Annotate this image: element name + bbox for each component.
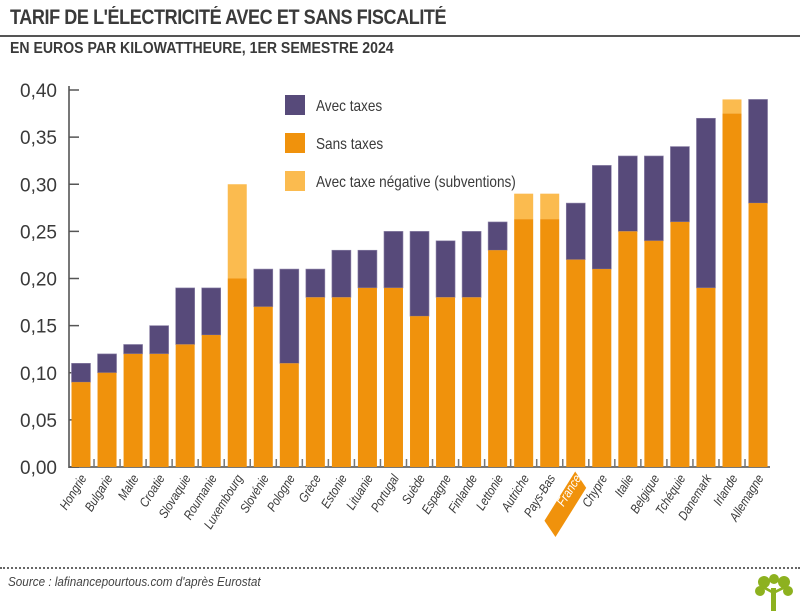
bar-avec-taxes — [591, 165, 612, 270]
bar-sans-taxes — [357, 287, 377, 467]
chart-subtitle: EN EUROS PAR KILOWATTHEURE, 1ER SEMESTRE… — [10, 40, 394, 57]
bar-sans-taxes — [618, 231, 638, 467]
legend-swatch — [285, 171, 305, 191]
bar-sans-taxes — [305, 297, 325, 467]
bar-avec-taxes — [409, 231, 430, 317]
bar-avec-taxes — [71, 363, 91, 383]
bar-sans-taxes — [149, 353, 169, 467]
bar-avec-taxes — [696, 117, 716, 289]
y-tick-label: 0,35 — [20, 128, 57, 149]
bar-sans-taxes — [592, 269, 612, 467]
bar-avec-taxes — [644, 155, 664, 242]
y-tick-label: 0,25 — [20, 222, 57, 243]
bar-avec-taxes — [201, 287, 221, 336]
y-tick-label: 0,05 — [20, 411, 57, 432]
bar-avec-taxes — [97, 353, 117, 374]
bar-avec-taxes — [149, 325, 169, 355]
y-tick-label: 0,00 — [20, 458, 57, 479]
bar-taxe-negative — [722, 99, 742, 114]
bar-avec-taxes — [748, 99, 768, 204]
bar-avec-taxes — [279, 268, 300, 364]
chart-title: TARIF DE L'ÉLECTRICITÉ AVEC ET SANS FISC… — [10, 6, 447, 29]
bar-sans-taxes — [670, 221, 690, 467]
bar-sans-taxes — [175, 344, 195, 467]
bar-avec-taxes — [123, 344, 143, 355]
legend-label: Avec taxes — [316, 98, 382, 115]
bar-avec-taxes — [618, 155, 638, 232]
footer-divider — [0, 567, 800, 569]
bar-avec-taxes — [487, 221, 508, 251]
title-rule — [0, 35, 800, 37]
y-tick-label: 0,20 — [20, 270, 57, 291]
bar-sans-taxes — [253, 306, 273, 467]
legend-swatch — [285, 133, 305, 153]
bar-sans-taxes — [279, 363, 299, 467]
tree-logo-icon — [755, 574, 793, 611]
bar-avec-taxes — [305, 268, 326, 298]
bar-sans-taxes — [227, 278, 247, 467]
bar-avec-taxes — [357, 249, 378, 289]
bar-sans-taxes — [722, 113, 742, 467]
bar-taxe-negative — [227, 184, 247, 279]
bar-sans-taxes — [488, 250, 508, 467]
bar-avec-taxes — [331, 249, 352, 298]
bar-sans-taxes — [540, 219, 560, 467]
bar-sans-taxes — [644, 240, 664, 467]
bar-sans-taxes — [748, 203, 768, 467]
legend-swatch — [285, 95, 305, 115]
legend-label: Avec taxe négative (subventions) — [316, 174, 516, 191]
bar-avec-taxes — [435, 240, 456, 298]
y-tick-label: 0,30 — [20, 175, 57, 196]
y-tick-label: 0,40 — [20, 81, 57, 102]
source-note: Source : lafinancepourtous.com d'après E… — [8, 574, 261, 589]
y-tick-label: 0,15 — [20, 317, 57, 338]
bar-sans-taxes — [383, 287, 403, 467]
bar-sans-taxes — [71, 382, 91, 467]
stacked-bar-chart: 0,000,050,100,150,200,250,300,350,40Hong… — [20, 81, 770, 538]
bar-sans-taxes — [97, 372, 117, 467]
bar-sans-taxes — [201, 335, 221, 467]
bar-avec-taxes — [565, 202, 586, 260]
bar-avec-taxes — [383, 231, 404, 289]
bar-sans-taxes — [696, 287, 716, 467]
bar-sans-taxes — [123, 353, 143, 467]
highlight-badge — [544, 471, 587, 538]
bar-avec-taxes — [461, 231, 482, 298]
bar-sans-taxes — [566, 259, 586, 467]
bar-sans-taxes — [436, 297, 456, 467]
x-tick-label: Italie — [611, 471, 636, 499]
bar-avec-taxes — [670, 146, 690, 223]
legend-label: Sans taxes — [316, 136, 383, 153]
bar-sans-taxes — [331, 297, 351, 467]
bar-sans-taxes — [462, 297, 482, 467]
bar-taxe-negative — [540, 193, 560, 220]
y-tick-label: 0,10 — [20, 364, 57, 385]
bar-taxe-negative — [514, 193, 534, 220]
bar-avec-taxes — [253, 268, 274, 308]
bar-avec-taxes — [175, 287, 195, 345]
bar-sans-taxes — [514, 219, 534, 467]
bar-sans-taxes — [410, 316, 430, 467]
